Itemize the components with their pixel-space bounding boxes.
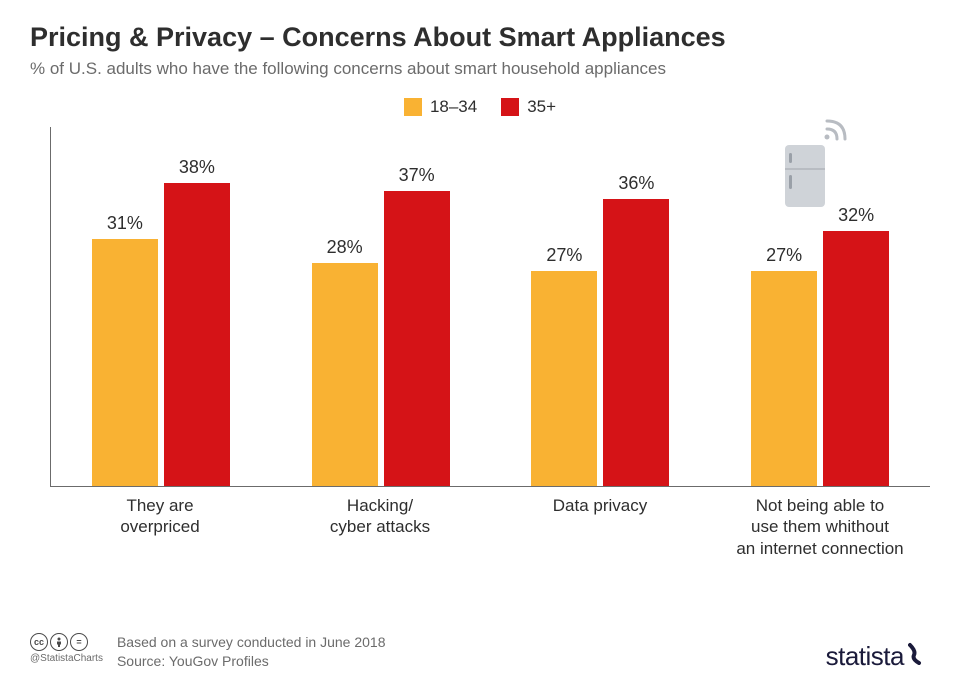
bar: 31% xyxy=(92,239,158,486)
bar: 27% xyxy=(751,271,817,486)
footer: cc = @StatistaCharts Based on a survey c… xyxy=(30,633,930,672)
nd-icon: = xyxy=(70,633,88,651)
bar: 28% xyxy=(312,263,378,486)
bar-group: 28%37% xyxy=(271,127,491,486)
legend-item: 35+ xyxy=(501,97,556,117)
chart-subtitle: % of U.S. adults who have the following … xyxy=(30,59,930,79)
smart-fridge-icon xyxy=(775,115,855,220)
bar-group: 27%36% xyxy=(491,127,711,486)
chart-title: Pricing & Privacy – Concerns About Smart… xyxy=(30,22,930,53)
footer-source: Source: YouGov Profiles xyxy=(117,652,386,672)
x-axis-label: They areoverpriced xyxy=(50,495,270,547)
bar-value-label: 31% xyxy=(107,213,143,234)
cc-handle: @StatistaCharts xyxy=(30,653,103,664)
bar: 38% xyxy=(164,183,230,486)
legend-label: 18–34 xyxy=(430,97,477,117)
statista-logo: statista xyxy=(826,641,930,672)
footer-note: Based on a survey conducted in June 2018 xyxy=(117,633,386,653)
bar-group: 31%38% xyxy=(51,127,271,486)
footer-text: Based on a survey conducted in June 2018… xyxy=(117,633,386,672)
bar: 36% xyxy=(603,199,669,486)
x-axis-label: Hacking/cyber attacks xyxy=(270,495,490,547)
legend-swatch xyxy=(501,98,519,116)
x-axis-label: Not being able touse them whithoutan int… xyxy=(710,495,930,547)
legend-item: 18–34 xyxy=(404,97,477,117)
bar: 27% xyxy=(531,271,597,486)
legend-label: 35+ xyxy=(527,97,556,117)
legend: 18–34 35+ xyxy=(30,97,930,117)
cc-license: cc = @StatistaCharts xyxy=(30,633,103,664)
bar-value-label: 36% xyxy=(618,173,654,194)
cc-icon: cc xyxy=(30,633,48,651)
bar-value-label: 38% xyxy=(179,157,215,178)
by-icon xyxy=(50,633,68,651)
bar: 32% xyxy=(823,231,889,486)
bar-value-label: 37% xyxy=(399,165,435,186)
bar-value-label: 27% xyxy=(766,245,802,266)
x-axis-label: Data privacy xyxy=(490,495,710,547)
legend-swatch xyxy=(404,98,422,116)
bar-value-label: 27% xyxy=(546,245,582,266)
bar-value-label: 28% xyxy=(327,237,363,258)
bar: 37% xyxy=(384,191,450,486)
